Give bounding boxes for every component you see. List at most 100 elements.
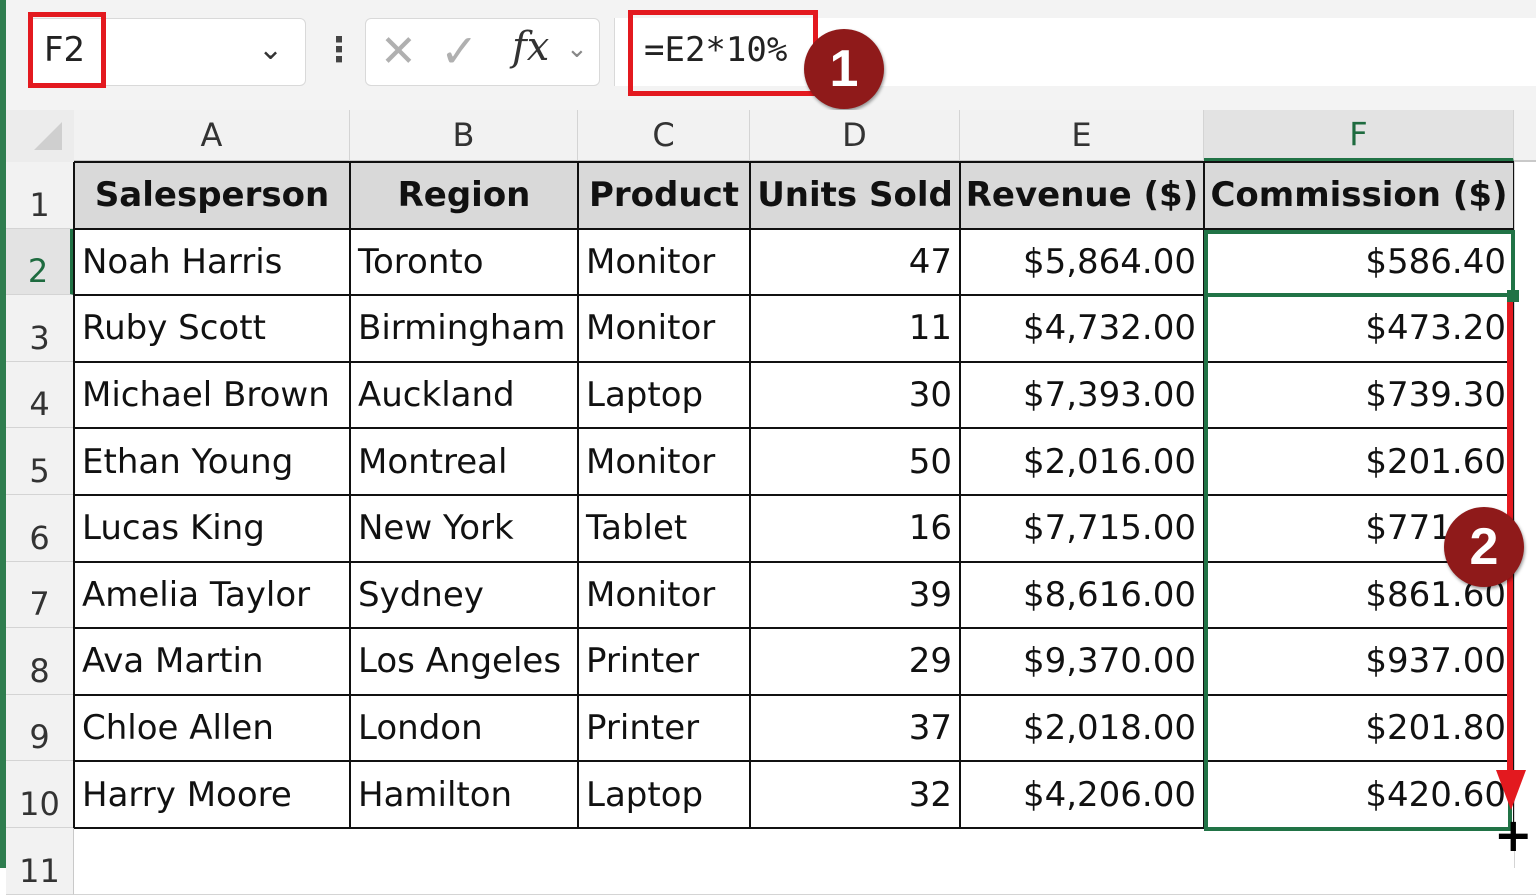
window-edge (0, 0, 6, 868)
grid-line (74, 760, 1514, 763)
table-cell[interactable]: $4,206.00 (1022, 774, 1196, 815)
table-cell[interactable]: 39 (908, 574, 952, 615)
header-cell[interactable]: Product (578, 162, 750, 229)
table-cell[interactable]: Monitor (586, 241, 716, 282)
table-cell[interactable]: Chloe Allen (82, 708, 274, 749)
grid-line (74, 294, 1514, 297)
table-cell[interactable]: $473.20 (1365, 308, 1506, 349)
table-cell[interactable]: Laptop (586, 375, 704, 416)
row-header-2[interactable]: 2 (6, 228, 74, 296)
table-cell[interactable]: Tablet (586, 508, 688, 549)
row-header-7[interactable]: 7 (6, 561, 74, 629)
table-cell[interactable]: Michael Brown (82, 375, 330, 416)
table-cell[interactable]: Sydney (358, 574, 484, 615)
table-cell[interactable]: $5,864.00 (1022, 241, 1196, 282)
column-header-a[interactable]: A (74, 110, 350, 162)
more-options-icon[interactable]: ⋮ (322, 30, 356, 70)
cancel-icon[interactable]: ✕ (380, 26, 417, 77)
row-header-5[interactable]: 5 (6, 428, 74, 495)
table-cell[interactable]: $8,616.00 (1022, 574, 1196, 615)
column-header-e[interactable]: E (960, 110, 1204, 162)
fill-handle[interactable] (1507, 290, 1519, 302)
header-cell[interactable]: Region (350, 162, 578, 229)
chevron-down-icon[interactable]: ⌄ (566, 34, 588, 64)
step-badge-2: 2 (1444, 507, 1524, 587)
table-cell[interactable]: Monitor (586, 574, 716, 615)
table-cell[interactable]: Lucas King (82, 508, 265, 549)
table-cell[interactable]: $937.00 (1365, 641, 1506, 682)
grid-line (73, 162, 75, 828)
grid-line (74, 227, 1514, 230)
grid-line (74, 693, 1514, 696)
table-cell[interactable]: $2,016.00 (1022, 441, 1196, 482)
header-cell[interactable]: Salesperson (74, 162, 350, 229)
grid-line (349, 162, 351, 828)
enter-icon[interactable]: ✓ (440, 24, 479, 78)
header-cell[interactable]: Commission ($) (1204, 162, 1514, 229)
table-cell[interactable]: Toronto (358, 241, 484, 282)
column-header-b[interactable]: B (350, 110, 578, 162)
table-cell[interactable]: London (358, 708, 483, 749)
table-cell[interactable]: $201.60 (1365, 441, 1506, 482)
formula-buttons (365, 18, 600, 86)
formula-input[interactable] (614, 18, 1536, 86)
table-cell[interactable]: Printer (586, 708, 700, 749)
row-header-6[interactable]: 6 (6, 495, 74, 562)
table-cell[interactable]: Birmingham (358, 308, 566, 349)
column-header-c[interactable]: C (578, 110, 750, 162)
table-cell[interactable]: $7,393.00 (1022, 375, 1196, 416)
grid-line (74, 427, 1514, 430)
row-header-10[interactable]: 10 (6, 761, 74, 828)
table-cell[interactable]: Monitor (586, 441, 716, 482)
name-box-value: F2 (44, 30, 86, 70)
table-cell[interactable]: $7,715.00 (1022, 508, 1196, 549)
header-cell[interactable]: Revenue ($) (960, 162, 1204, 229)
table-cell[interactable]: Harry Moore (82, 774, 292, 815)
formula-value: =E2*10% (644, 30, 788, 70)
table-cell[interactable]: $420.60 (1365, 774, 1506, 815)
column-header-d[interactable]: D (750, 110, 960, 162)
column-header-f[interactable]: F (1204, 110, 1514, 162)
header-cell[interactable]: Units Sold (750, 162, 960, 229)
row-header-1[interactable]: 1 (6, 162, 74, 229)
select-all-triangle-icon[interactable] (34, 122, 62, 150)
table-cell[interactable]: 47 (908, 241, 952, 282)
table-cell[interactable]: Monitor (586, 308, 716, 349)
table-cell[interactable]: Ethan Young (82, 441, 294, 482)
table-cell[interactable]: 11 (908, 308, 952, 349)
table-cell[interactable]: Los Angeles (358, 641, 562, 682)
table-cell[interactable]: Amelia Taylor (82, 574, 311, 615)
grid-line (74, 494, 1514, 496)
table-cell[interactable]: Ruby Scott (82, 308, 266, 349)
row-header-8[interactable]: 8 (6, 628, 74, 695)
name-box[interactable] (28, 18, 306, 86)
grid-line (959, 162, 961, 828)
table-cell[interactable]: Laptop (586, 774, 704, 815)
chevron-down-icon[interactable]: ⌄ (258, 32, 284, 67)
table-cell[interactable]: 29 (908, 641, 952, 682)
table-cell[interactable]: 32 (908, 774, 952, 815)
row-header-9[interactable]: 9 (6, 694, 74, 762)
grid-line (74, 627, 1514, 630)
table-cell[interactable]: $201.80 (1365, 708, 1506, 749)
table-cell[interactable]: $2,018.00 (1022, 708, 1196, 749)
table-cell[interactable]: Printer (586, 641, 700, 682)
table-cell[interactable]: 37 (908, 708, 952, 749)
table-cell[interactable]: $586.40 (1365, 241, 1506, 282)
row-header-3[interactable]: 3 (6, 295, 74, 362)
table-cell[interactable]: $739.30 (1365, 375, 1506, 416)
table-cell[interactable]: Noah Harris (82, 241, 283, 282)
row-header-11[interactable]: 11 (6, 828, 74, 895)
table-cell[interactable]: 30 (908, 375, 952, 416)
row-header-4[interactable]: 4 (6, 361, 74, 429)
table-cell[interactable]: New York (358, 508, 514, 549)
table-cell[interactable]: Ava Martin (82, 641, 264, 682)
table-cell[interactable]: 16 (908, 508, 952, 549)
table-cell[interactable]: Auckland (358, 375, 515, 416)
table-cell[interactable]: Montreal (358, 441, 508, 482)
function-icon[interactable]: fx (512, 24, 550, 70)
table-cell[interactable]: 50 (908, 441, 952, 482)
table-cell[interactable]: $4,732.00 (1022, 308, 1196, 349)
table-cell[interactable]: $9,370.00 (1022, 641, 1196, 682)
table-cell[interactable]: Hamilton (358, 774, 513, 815)
